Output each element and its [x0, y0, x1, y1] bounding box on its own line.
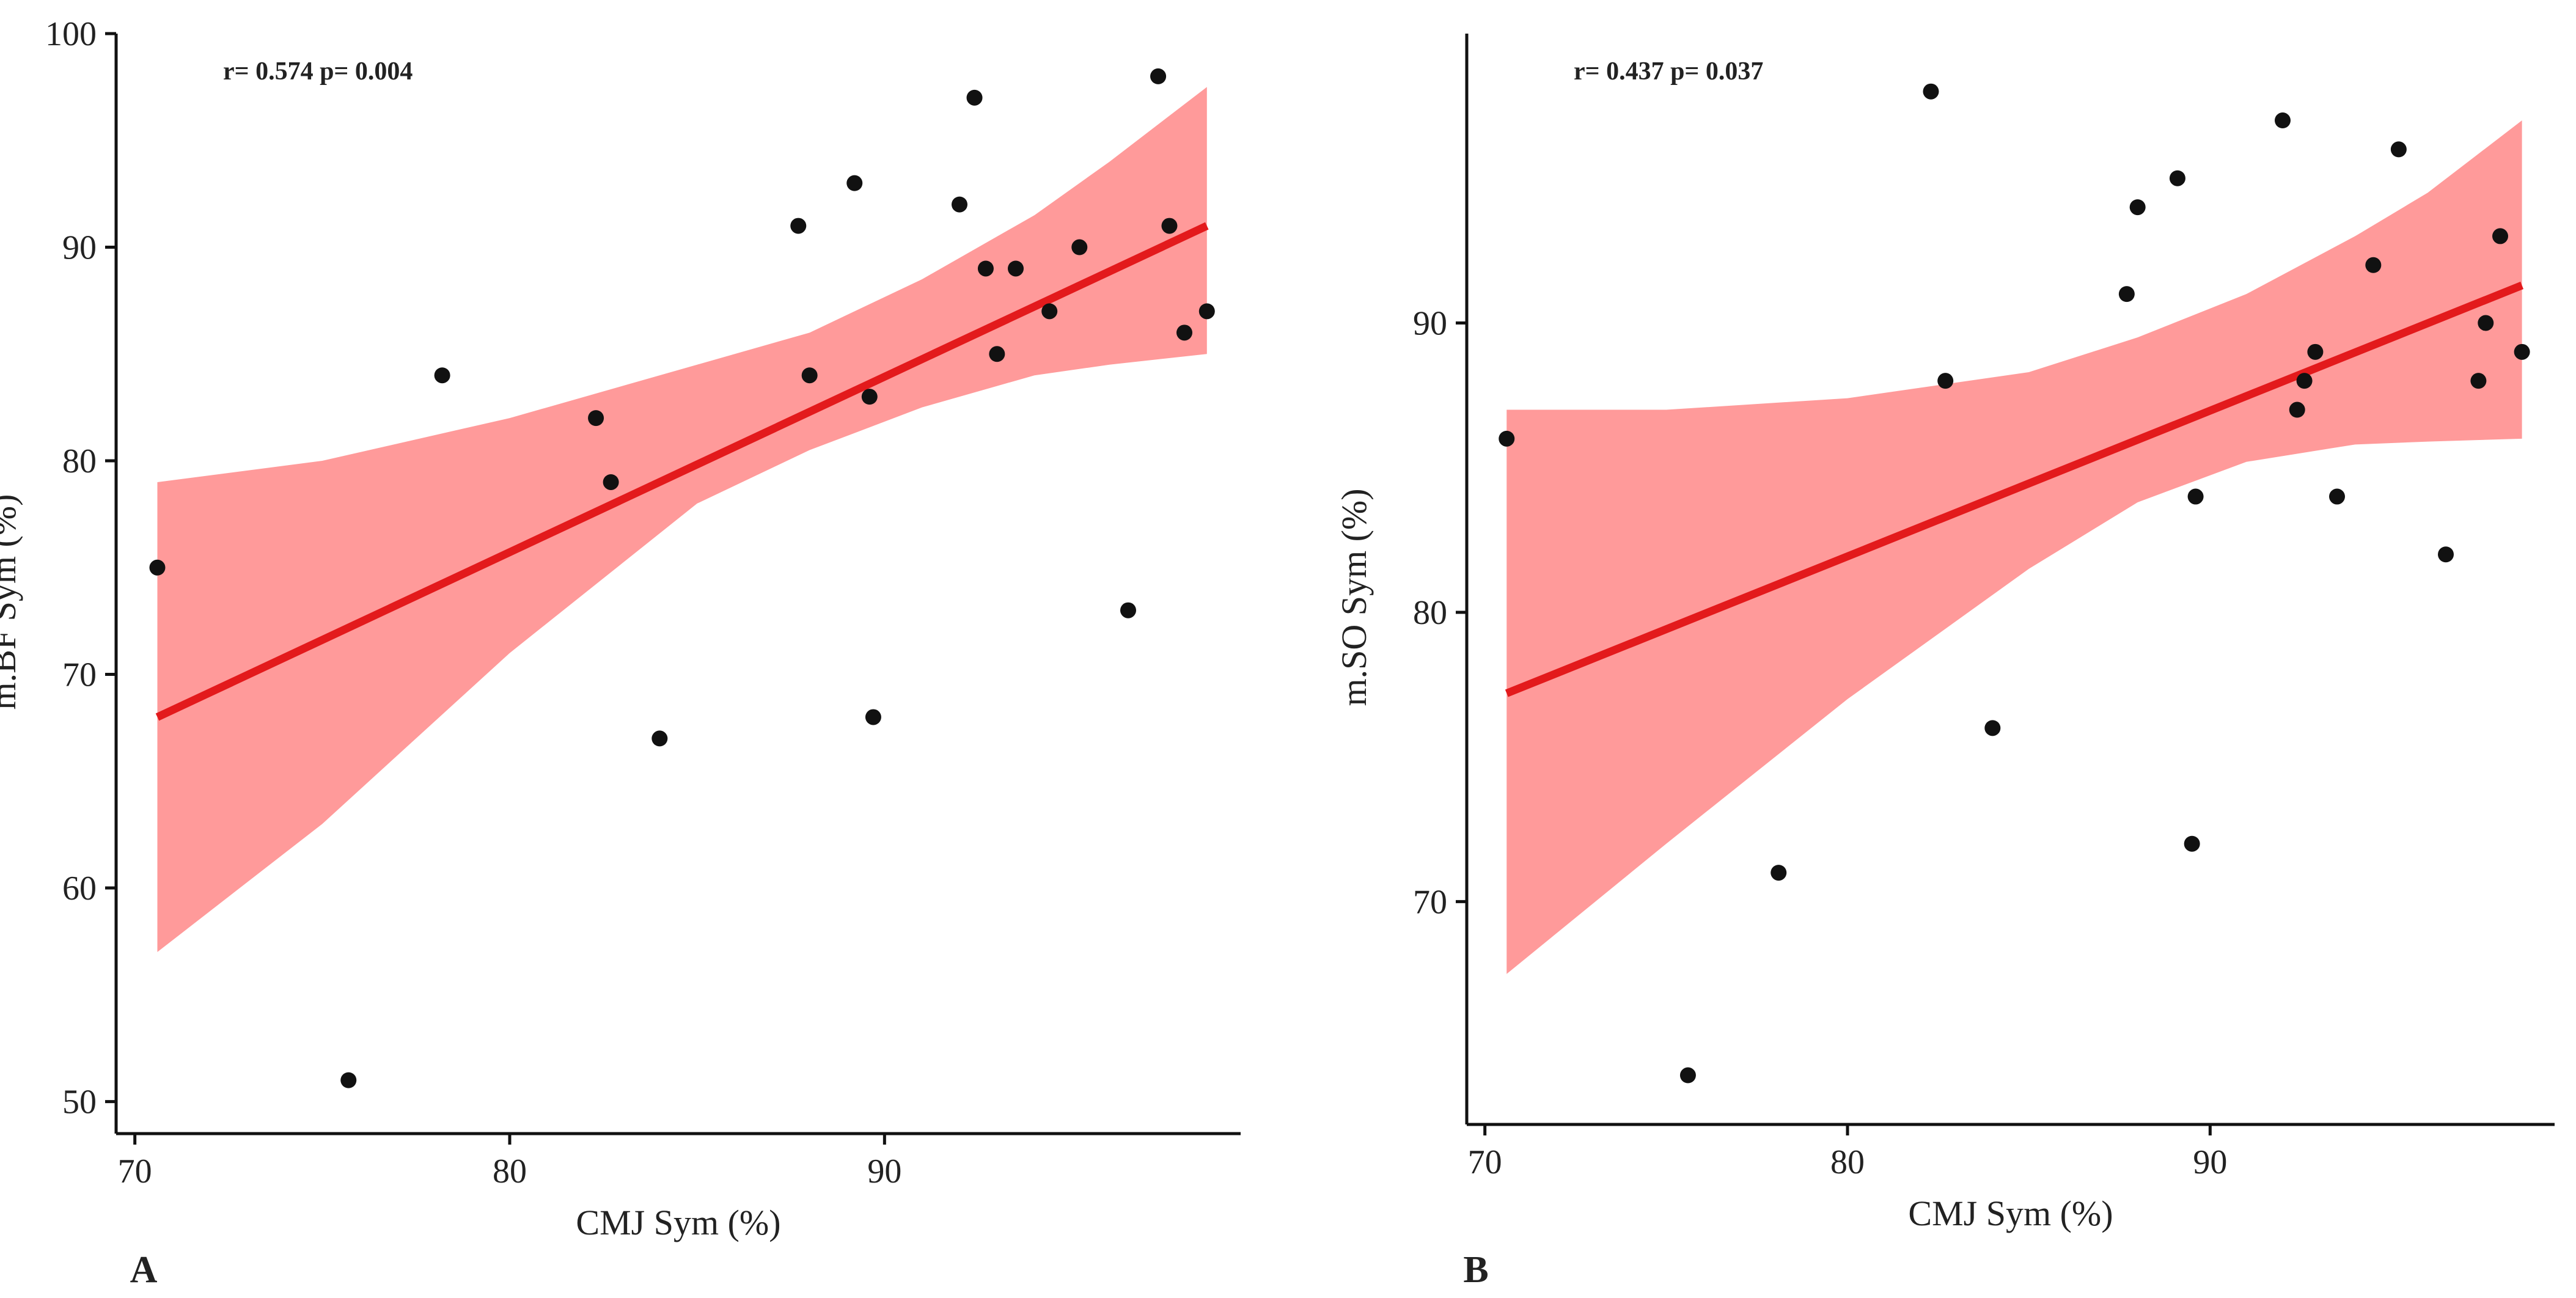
panel-a-data-point-12 [952, 196, 967, 213]
panel-label-b: B [1463, 1249, 1488, 1291]
panel-a-data-point-11 [865, 709, 881, 725]
panel-b-data-point-5 [1937, 373, 1954, 389]
panel-b-y-tick-label-70: 70 [1413, 883, 1447, 921]
panel-a-data-point-13 [966, 89, 983, 106]
panel-label-a: A [130, 1249, 158, 1291]
panel-a-data-point-10 [861, 389, 878, 405]
panel-a-data-point-15 [989, 346, 1005, 362]
panel-a-data-point-1 [149, 559, 166, 576]
panel-a-data-point-23 [1198, 303, 1215, 320]
panel-b-y-tick-label-80: 80 [1413, 594, 1447, 632]
panel-a-data-point-4 [588, 410, 604, 427]
panel-b-data-point-14 [2296, 373, 2313, 389]
panel-b-correlation-annotation: r= 0.437 p= 0.037 [1574, 57, 1763, 86]
panel-b-data-point-15 [2307, 343, 2324, 360]
panel-a-chart: 70 80 90 50 60 70 80 90 100 CMJ Sym (%) m.BF Sym (… [0, 15, 1241, 1242]
panel-b-data-point-22 [2492, 228, 2508, 244]
panel-a-data-point-17 [1041, 303, 1058, 320]
panel-b-chart: 70 80 90 70 80 90 CMJ Sym (%) m.SO Sym (%) r= 0.… [1334, 34, 2555, 1233]
panel-b-x-tick-label-80: 80 [1830, 1143, 1865, 1181]
panel-b-x-axis-label: CMJ Sym (%) [1908, 1194, 2113, 1233]
panel-a-x-tick-label-70: 70 [118, 1153, 152, 1190]
panel-a-data-point-22 [1176, 324, 1192, 341]
panel-b-data-point-19 [2438, 546, 2454, 563]
panel-b-data-point-6 [1984, 720, 2001, 736]
panel-a-data-point-8 [801, 367, 818, 384]
panel-b-data-point-9 [2169, 170, 2185, 186]
panel-a-y-tick-label-90: 90 [62, 229, 97, 267]
panel-a-data-point-6 [651, 730, 668, 747]
panel-a-data-point-14 [977, 260, 994, 277]
panel-b-data-point-13 [2289, 402, 2305, 418]
panel-b-y-axis-label: m.SO Sym (%) [1334, 488, 1374, 706]
panel-a-data-point-3 [434, 367, 450, 384]
panel-b-confidence-band [1506, 120, 2522, 974]
panel-b-data-point-17 [2365, 257, 2382, 273]
panel-b-data-point-7 [2118, 286, 2135, 302]
panel-b-data-point-21 [2478, 315, 2494, 331]
panel-b-data-point-16 [2329, 488, 2345, 505]
panel-b-x-tick-label-90: 90 [2193, 1143, 2227, 1181]
panel-a-confidence-band [157, 87, 1207, 952]
panel-b-data-point-2 [1679, 1067, 1696, 1084]
panel-b-data-point-23 [2514, 343, 2530, 360]
panel-b-regression-line [1505, 281, 2524, 697]
panel-b-data-point-12 [2275, 112, 2291, 129]
panel-b-data-point-10 [2184, 835, 2200, 852]
panel-a-x-tick-label-90: 90 [867, 1153, 901, 1190]
panel-b-data-point-18 [2390, 141, 2407, 158]
panel-b-data-point-11 [2187, 488, 2204, 505]
panel-a-y-tick-label-70: 70 [62, 656, 97, 694]
panel-a-data-point-7 [790, 218, 807, 234]
panel-a-y-axis-label: m.BF Sym (%) [0, 494, 23, 710]
panel-b-data-point-3 [1771, 865, 1787, 881]
panel-b-data-point-4 [1923, 83, 1939, 100]
panel-a-data-point-2 [340, 1072, 357, 1088]
panel-a-data-point-16 [1008, 260, 1024, 277]
panel-a-x-axis-label: CMJ Sym (%) [576, 1203, 780, 1242]
panel-a-regression-line [155, 222, 1209, 721]
panel-b-data-point-1 [1499, 430, 1515, 447]
panel-a-y-tick-label-50: 50 [62, 1084, 97, 1121]
panel-a-y-tick-label-100: 100 [45, 15, 97, 53]
panel-a-data-point-20 [1150, 68, 1167, 84]
panel-a-data-point-18 [1071, 239, 1088, 255]
panel-a-data-point-19 [1120, 602, 1136, 618]
panel-a-data-point-5 [603, 474, 619, 490]
panel-b-data-point-8 [2129, 199, 2146, 216]
panel-a-x-tick-label-80: 80 [493, 1153, 527, 1190]
panel-b-x-tick-label-70: 70 [1468, 1143, 1502, 1181]
panel-b-y-tick-label-90: 90 [1413, 304, 1447, 342]
panel-a-data-point-21 [1161, 218, 1178, 234]
panel-a-data-point-9 [846, 175, 863, 191]
panel-a-correlation-annotation: r= 0.574 p= 0.004 [223, 57, 413, 86]
panel-a-y-tick-label-80: 80 [62, 442, 97, 480]
panel-b-data-point-20 [2470, 373, 2487, 389]
panel-a-y-tick-label-60: 60 [62, 870, 97, 908]
